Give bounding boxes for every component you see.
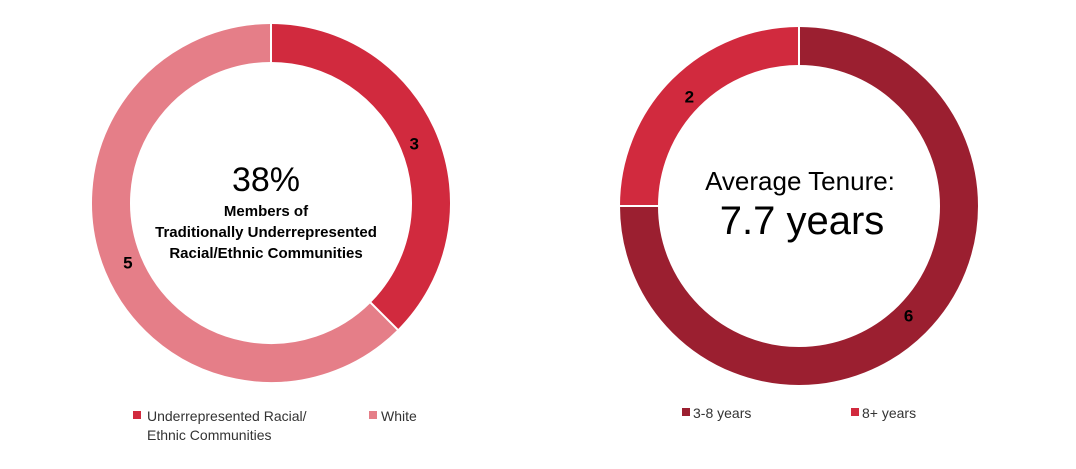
center-tenure-value: 7.7 years [720, 199, 885, 243]
donut-slice-underrepresented-racial-ethnic-communities [270, 24, 450, 330]
slice-value-label: 6 [904, 307, 913, 326]
donut-slice-3-8-years [620, 27, 978, 385]
legend-label-8-plus-years: 8+ years [862, 405, 916, 421]
slice-value-label: 2 [685, 87, 694, 106]
legend-label-underrepresented-line-1: Underrepresented Racial/ [147, 408, 307, 424]
legend-label-underrepresented-line-2: Ethnic Communities [147, 427, 272, 443]
legend-swatch-8-plus-years [851, 408, 859, 416]
center-caption-line-2: Traditionally Underrepresented [155, 224, 377, 241]
center-text-ethnicity: 38% Members of Traditionally Underrepres… [155, 161, 377, 262]
center-caption: Average Tenure: [705, 166, 895, 196]
legend-swatch-white [369, 411, 377, 419]
slice-value-label: 3 [409, 135, 418, 154]
center-percentage: 38% [232, 161, 300, 199]
legend-label-3-8-years: 3-8 years [693, 405, 751, 421]
legend-tenure: 3-8 years 8+ years [682, 405, 916, 421]
center-text-tenure: Average Tenure: 7.7 years [705, 166, 895, 243]
center-caption-line-1: Members of [224, 203, 309, 220]
legend-ethnicity: Underrepresented Racial/ Ethnic Communit… [133, 408, 417, 443]
donut-slice-8-years [620, 27, 800, 207]
legend-swatch-3-8-years [682, 408, 690, 416]
donut-chart-tenure: 62 [619, 26, 978, 385]
center-caption-line-3: Racial/Ethnic Communities [169, 245, 362, 262]
donut-slice-white [92, 24, 398, 382]
slice-value-label: 5 [123, 253, 132, 272]
legend-swatch-underrepresented [133, 411, 141, 419]
slice-separator [369, 301, 399, 331]
donut-chart-ethnicity: 35 [92, 23, 450, 382]
legend-label-white: White [381, 408, 417, 424]
